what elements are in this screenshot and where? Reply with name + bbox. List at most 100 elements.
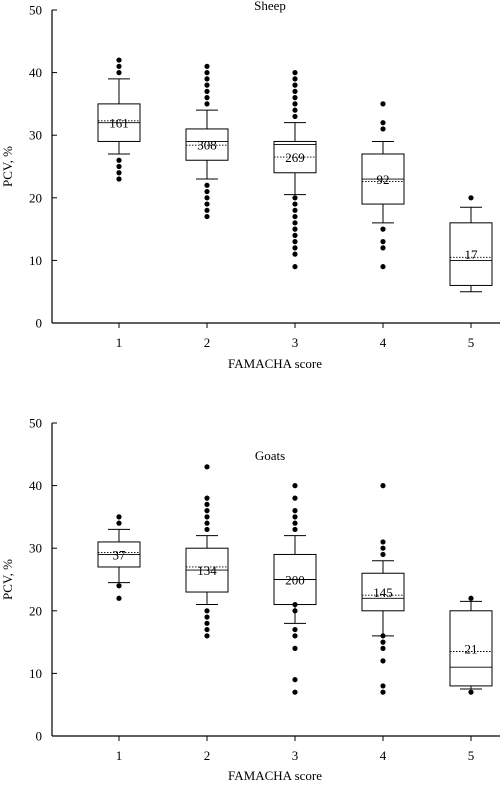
outlier-point (204, 633, 210, 639)
box-iqr (185, 128, 229, 161)
outlier-point (116, 176, 122, 182)
outlier-point (468, 595, 474, 601)
outlier-point (204, 82, 210, 88)
outlier-point (380, 639, 386, 645)
x-tick-label: 5 (468, 748, 475, 763)
outlier-point (380, 120, 386, 126)
sample-size-label: 17 (465, 247, 479, 262)
box-5: 17 (449, 195, 493, 293)
outlier-point (292, 264, 298, 270)
outlier-point (116, 595, 122, 601)
box-iqr (449, 222, 493, 286)
outlier-point (292, 608, 298, 614)
outlier-point (292, 107, 298, 113)
box-iqr (361, 572, 405, 612)
outlier-point (204, 213, 210, 220)
outlier-point (292, 251, 298, 257)
outlier-point (204, 514, 210, 520)
outlier-point (116, 63, 122, 69)
x-tick-label: 3 (292, 335, 299, 350)
outlier-point (380, 239, 386, 245)
outlier-point (204, 614, 210, 620)
y-axis-label: PCV, % (0, 146, 15, 187)
outlier-point (292, 207, 298, 213)
box-iqr (449, 610, 493, 687)
sample-size-label: 134 (197, 563, 217, 578)
y-tick-label: 50 (29, 416, 42, 431)
outlier-point (116, 583, 122, 589)
chart-title: Sheep (254, 0, 286, 13)
outlier-point (204, 63, 210, 69)
outlier-point (204, 88, 210, 94)
outlier-point (204, 526, 210, 533)
chart-title: Goats (255, 448, 285, 463)
outlier-point (380, 245, 386, 251)
outlier-point (380, 645, 386, 651)
sample-size-label: 308 (197, 138, 217, 153)
outlier-point (380, 689, 386, 695)
x-tick-label: 3 (292, 748, 299, 763)
outlier-point (116, 157, 122, 163)
y-tick-label: 0 (36, 729, 43, 744)
outlier-point (116, 520, 122, 526)
outlier-point (292, 195, 298, 201)
outlier-point (380, 226, 386, 232)
outlier-point (204, 495, 210, 501)
box-1: 37 (97, 514, 141, 601)
box-4: 92 (361, 101, 405, 270)
box-2: 134 (185, 464, 229, 639)
outlier-point (380, 658, 386, 664)
outlier-point (204, 508, 210, 514)
outlier-point (292, 239, 298, 245)
box-2: 308 (185, 63, 229, 220)
outlier-point (380, 545, 386, 551)
outlier-point (380, 633, 386, 639)
outlier-point (292, 70, 298, 76)
y-tick-label: 30 (29, 541, 42, 556)
outlier-point (380, 551, 386, 558)
outlier-point (292, 689, 298, 695)
outlier-point (204, 464, 210, 470)
sample-size-label: 161 (109, 116, 129, 131)
sample-size-label: 269 (285, 150, 305, 165)
box-1: 161 (97, 57, 141, 182)
y-tick-label: 20 (29, 190, 42, 205)
y-tick-label: 50 (29, 3, 42, 18)
outlier-point (204, 201, 210, 207)
x-tick-label: 1 (116, 748, 123, 763)
outlier-point (116, 163, 122, 170)
outlier-point (204, 501, 210, 507)
outlier-point (292, 626, 298, 633)
outlier-point (292, 82, 298, 88)
outlier-point (204, 95, 210, 101)
y-tick-label: 20 (29, 603, 42, 618)
outlier-point (292, 508, 298, 514)
chart-sheep: Sheep PCV, % FAMACHA score 0 10 20 30 40 50 1 2… (0, 0, 500, 371)
outlier-point (292, 95, 298, 101)
y-tick-label: 0 (36, 316, 43, 331)
outlier-point (380, 683, 386, 689)
outlier-point (292, 520, 298, 526)
outlier-point (292, 601, 298, 608)
outlier-point (204, 608, 210, 614)
y-tick-label: 40 (29, 65, 42, 80)
outlier-point (292, 101, 298, 107)
sample-size-label: 92 (377, 172, 390, 187)
outlier-point (292, 514, 298, 520)
outlier-point (292, 483, 298, 489)
outlier-point (292, 88, 298, 94)
outlier-point (292, 201, 298, 207)
outlier-point (292, 76, 298, 82)
outlier-point (204, 620, 210, 626)
outlier-point (204, 182, 210, 188)
y-tick-label: 30 (29, 128, 42, 143)
outlier-point (116, 57, 122, 63)
chart-goats: Goats PCV, % FAMACHA score 0 10 20 30 40 50 1 2… (0, 416, 500, 783)
outlier-point (380, 264, 386, 270)
outlier-point (204, 520, 210, 526)
sample-size-label: 145 (373, 585, 393, 600)
y-tick-label: 10 (29, 666, 42, 681)
box-3: 200 (273, 483, 317, 695)
x-axis-label: FAMACHA score (228, 356, 322, 371)
